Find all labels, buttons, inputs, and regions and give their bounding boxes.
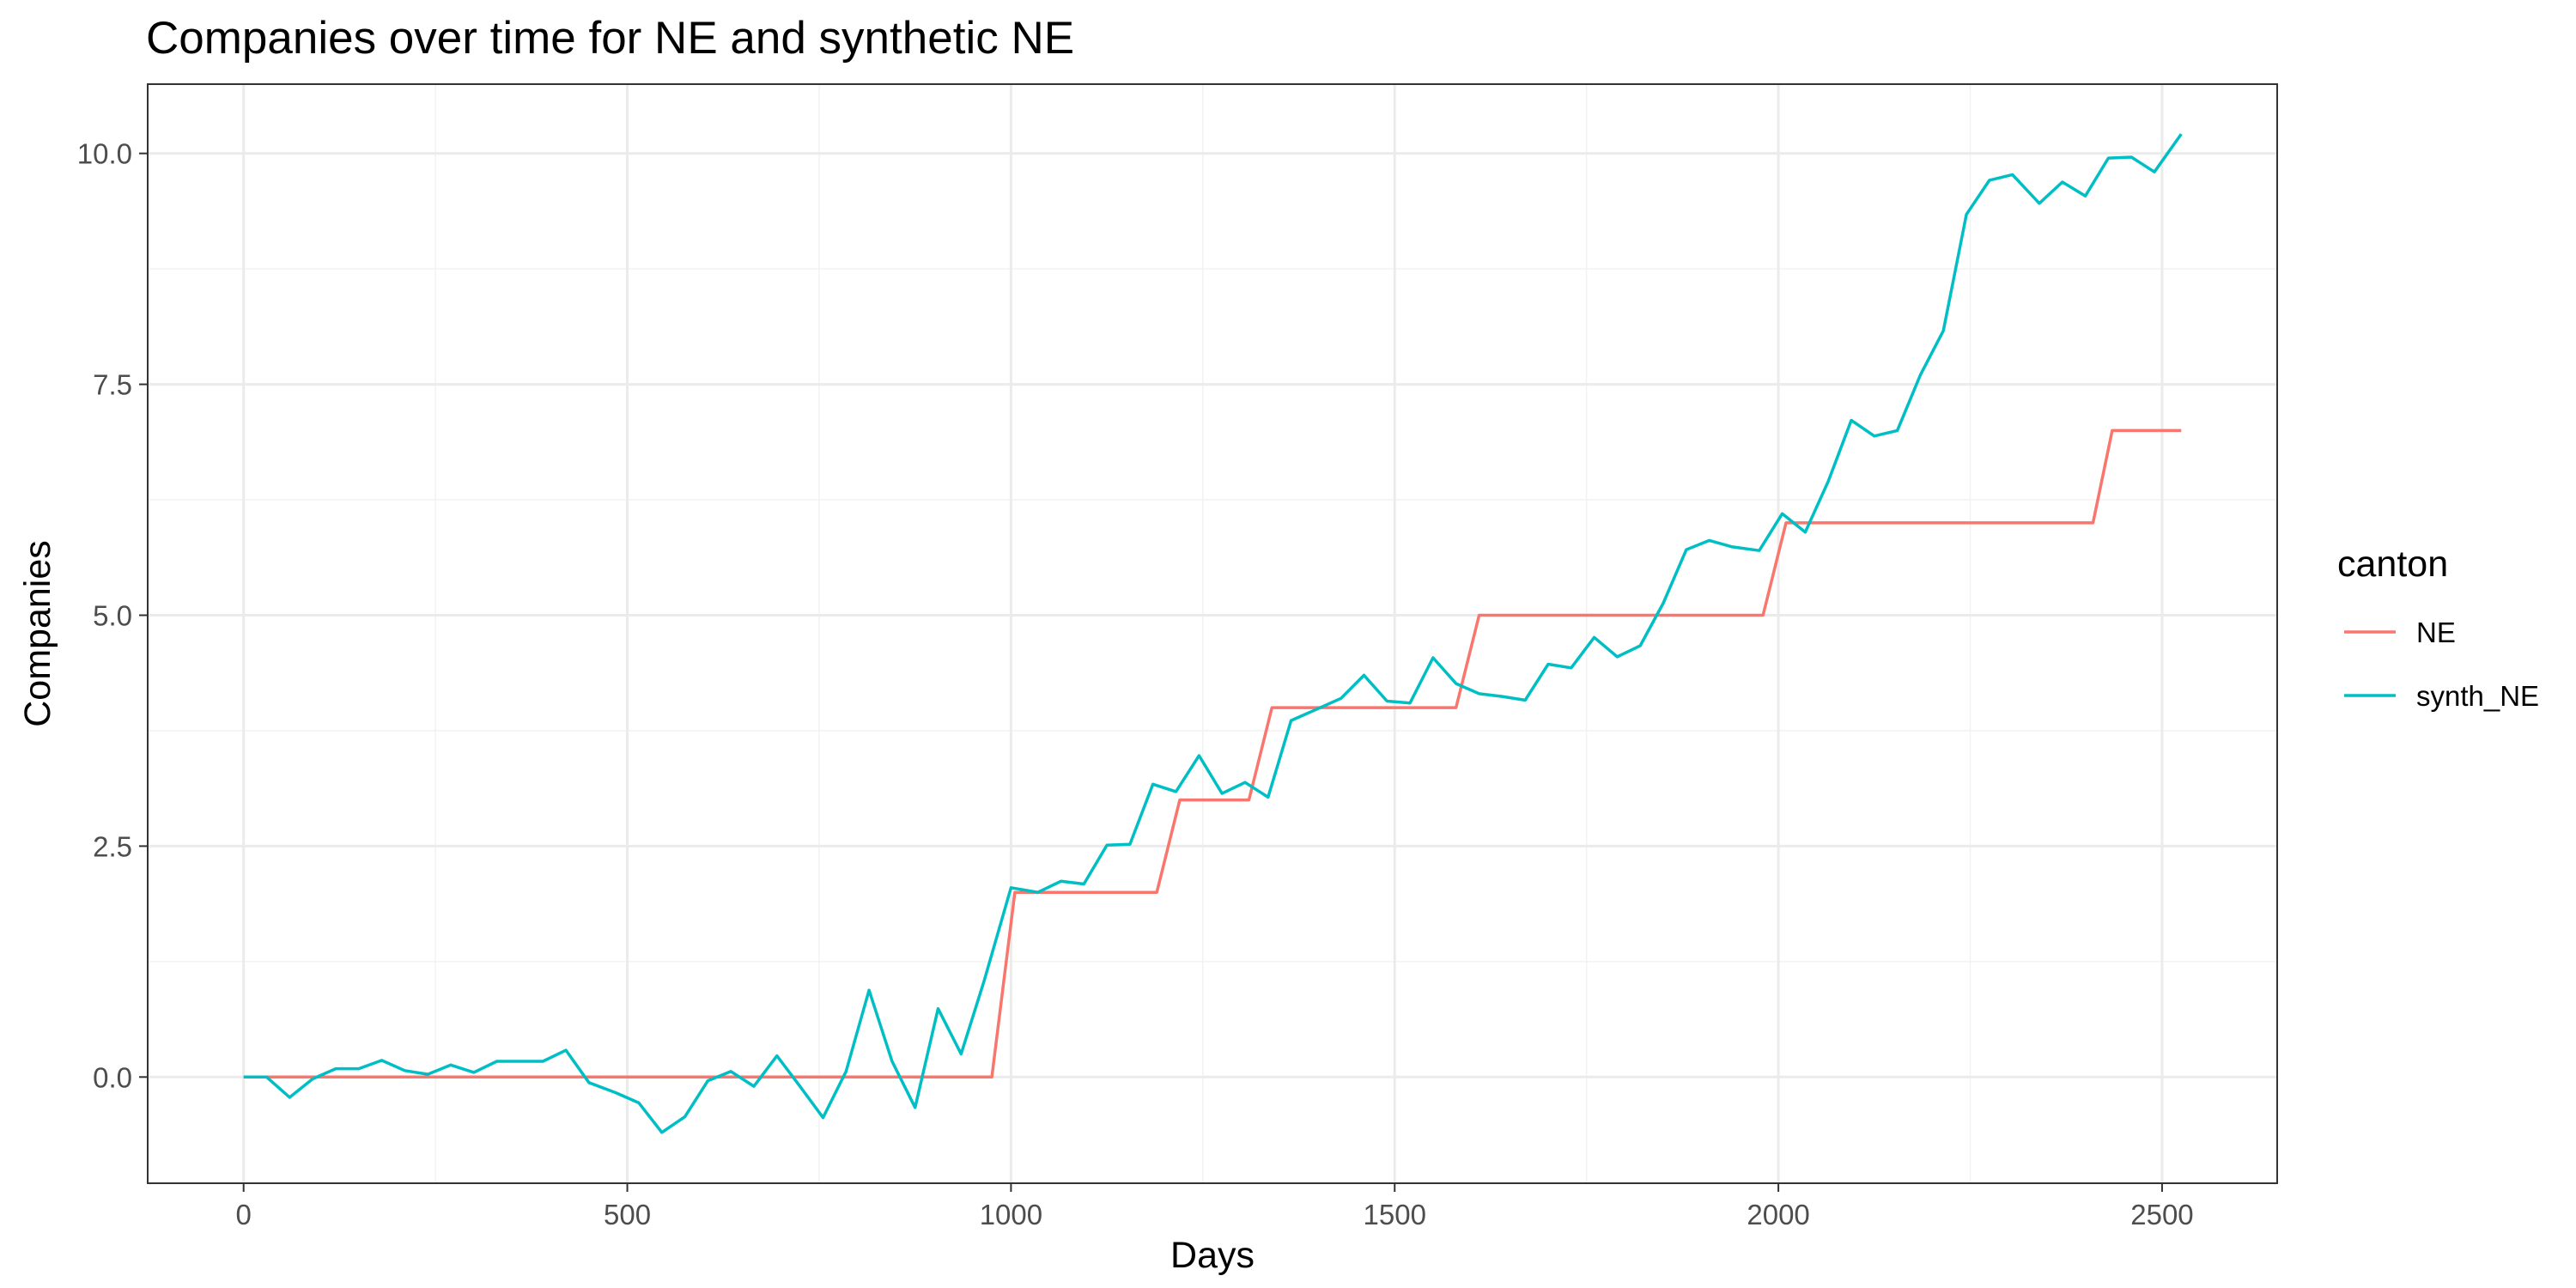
y-tick-label: 2.5 (93, 830, 132, 862)
legend-entry-NE: NE (2344, 617, 2456, 648)
plot-panel (148, 84, 2277, 1183)
x-tick-label: 2500 (2130, 1199, 2193, 1230)
x-axis: 0 500 1000 1500 2000 2500 (236, 1183, 2194, 1230)
chart-title: Companies over time for NE and synthetic… (146, 13, 1074, 64)
plot-border (147, 83, 2278, 1184)
y-tick-label: 10.0 (77, 138, 132, 170)
y-axis: 0.0 2.5 5.0 7.5 10.0 (77, 138, 148, 1093)
y-tick-label: 0.0 (93, 1061, 132, 1093)
x-tick-label: 2000 (1747, 1199, 1809, 1230)
legend-title: canton (2337, 544, 2448, 585)
legend-entry-synth_NE: synth_NE (2344, 680, 2539, 712)
legend-label-NE: NE (2416, 617, 2456, 648)
series-line-synth_NE (243, 133, 2183, 1134)
y-axis-title: Companies (17, 540, 58, 727)
x-tick-label: 1500 (1364, 1199, 1426, 1230)
x-axis-title: Days (1170, 1235, 1255, 1276)
x-tick-label: 1000 (980, 1199, 1042, 1230)
y-tick-label: 5.0 (93, 599, 132, 631)
legend-label-synth_NE: synth_NE (2416, 680, 2539, 712)
x-tick-label: 500 (604, 1199, 651, 1230)
legend: canton NE synth_NE (2337, 544, 2539, 712)
grid-minor (148, 84, 2277, 1183)
y-tick-label: 7.5 (93, 369, 132, 401)
x-tick-label: 0 (236, 1199, 252, 1230)
series-layer (243, 133, 2183, 1134)
